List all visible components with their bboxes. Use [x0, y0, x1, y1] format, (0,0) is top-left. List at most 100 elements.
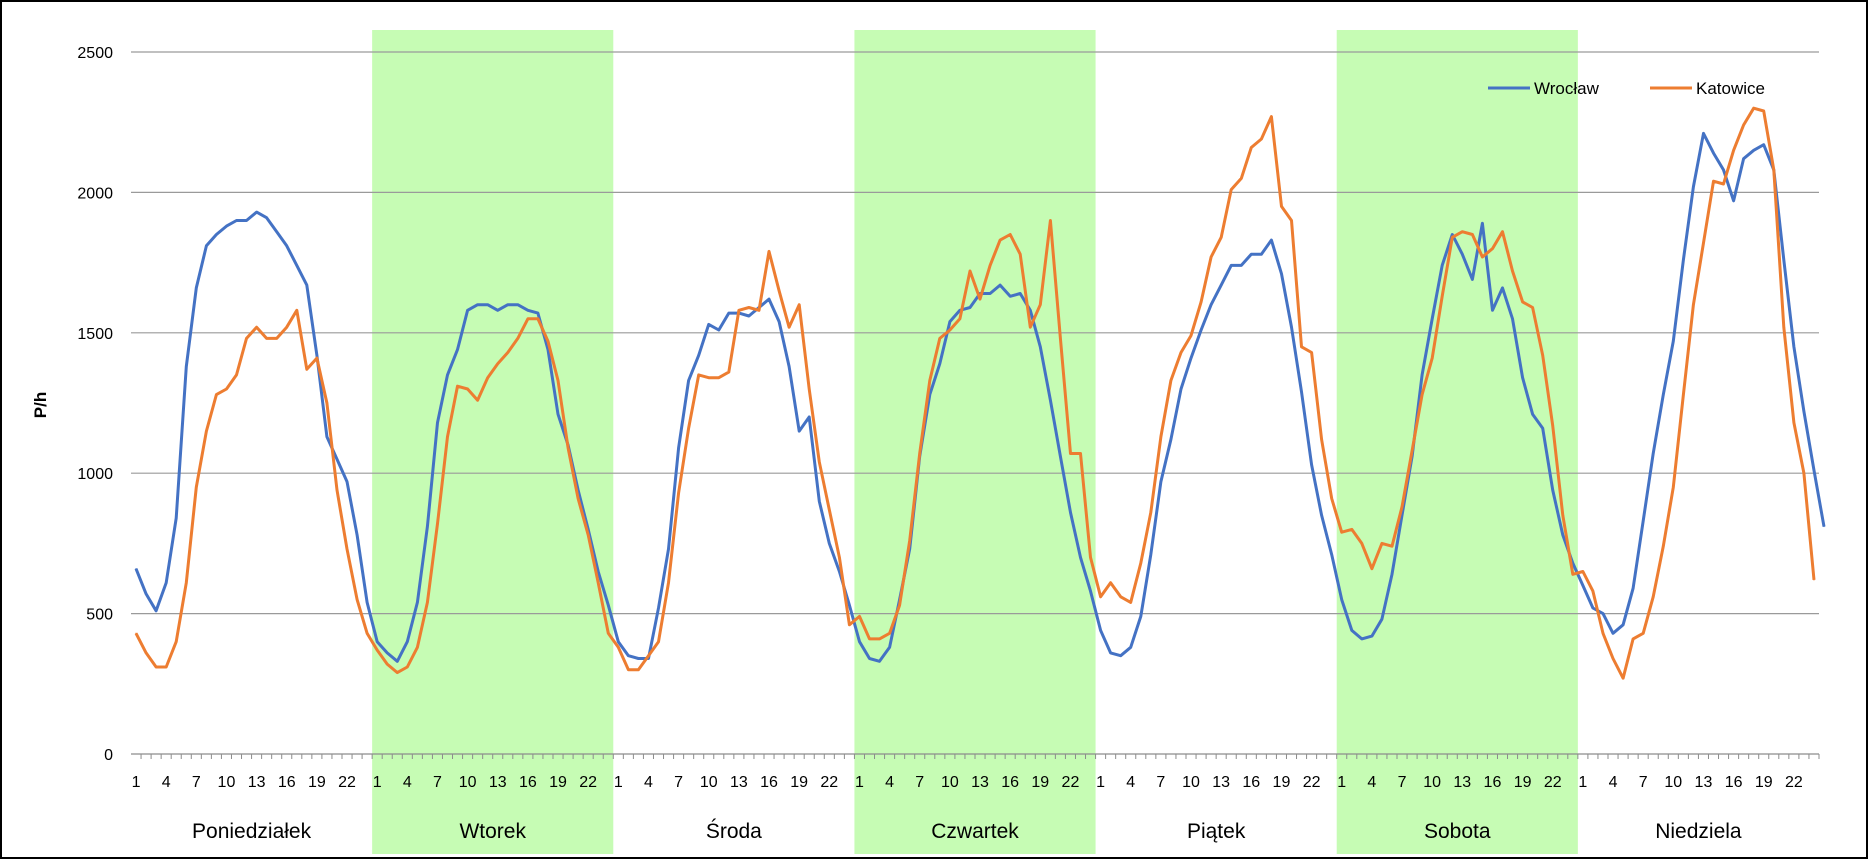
data-point: [1823, 525, 1825, 528]
data-point: [969, 270, 971, 272]
data-point: [366, 601, 368, 603]
data-point: [366, 632, 368, 634]
data-point: [818, 461, 820, 463]
day-label: Środa: [706, 819, 762, 843]
data-point: [1642, 632, 1644, 634]
data-point: [1481, 222, 1484, 224]
weekday-highlight-bands: [372, 30, 1578, 854]
data-point: [466, 309, 469, 311]
data-point: [698, 374, 700, 376]
data-point: [306, 284, 308, 286]
data-point: [1712, 152, 1715, 154]
data-point: [1471, 233, 1473, 236]
data-point: [557, 379, 559, 382]
data-point: [688, 427, 690, 429]
data-point: [597, 582, 599, 584]
data-point: [1099, 629, 1102, 632]
x-tick-label: 10: [700, 774, 718, 791]
x-tick-label: 16: [760, 774, 778, 791]
day-labels: Poniedziałek Wtorek Środa Czwartek Piątek Sob…: [192, 819, 1742, 843]
data-point: [587, 534, 589, 536]
data-point: [1089, 590, 1092, 592]
data-point: [356, 534, 358, 536]
x-tick-label: 10: [941, 774, 959, 791]
data-point: [657, 607, 660, 609]
data-point: [1642, 520, 1644, 522]
x-tick-label: 19: [1514, 774, 1532, 791]
x-tick-label: 1: [1096, 774, 1105, 791]
data-point: [1381, 618, 1383, 620]
data-point: [1280, 273, 1283, 275]
data-point: [255, 211, 258, 213]
data-point: [1712, 180, 1715, 182]
data-point: [396, 660, 398, 662]
data-point: [808, 388, 810, 390]
data-point: [1029, 326, 1031, 328]
data-point: [135, 568, 137, 570]
data-point: [266, 337, 268, 340]
x-tick-label: 19: [549, 774, 567, 791]
data-point: [1421, 393, 1423, 396]
data-point: [537, 318, 539, 320]
data-point: [999, 239, 1001, 241]
data-point: [1602, 613, 1604, 615]
data-point: [175, 641, 177, 643]
data-point: [1220, 236, 1222, 238]
data-point: [688, 379, 690, 382]
highlight-band-5: [1336, 30, 1578, 854]
data-point: [1310, 351, 1313, 354]
data-point: [456, 385, 459, 387]
series-points-0: [135, 132, 1825, 662]
data-point: [336, 489, 338, 491]
data-point: [386, 663, 388, 665]
data-point: [1160, 436, 1162, 438]
x-tick-label: 16: [1725, 774, 1743, 791]
data-point: [225, 388, 228, 390]
data-point: [557, 413, 559, 415]
data-point: [185, 365, 187, 368]
data-point: [1210, 304, 1212, 306]
data-point: [909, 539, 911, 542]
data-point: [1180, 388, 1182, 390]
data-point: [1501, 287, 1504, 289]
x-tick-label: 16: [1242, 774, 1260, 791]
data-point: [1009, 233, 1011, 236]
data-point: [899, 604, 901, 606]
data-point: [266, 217, 268, 219]
x-tick-label: 13: [730, 774, 748, 791]
x-tick-label: 16: [519, 774, 537, 791]
x-tick-label: 19: [308, 774, 326, 791]
data-point: [1009, 295, 1011, 297]
data-point: [708, 323, 710, 325]
data-point: [1110, 652, 1112, 654]
x-tick-label: 4: [885, 774, 894, 791]
data-point: [446, 374, 449, 376]
data-point: [1793, 422, 1795, 424]
data-point: [1521, 301, 1524, 303]
x-tick-label: 19: [790, 774, 808, 791]
data-point: [1682, 259, 1684, 261]
data-point: [1089, 556, 1092, 559]
x-tick-label: 4: [1367, 774, 1376, 791]
data-point: [1371, 568, 1373, 570]
day-label: Poniedziałek: [192, 820, 312, 843]
data-point: [346, 548, 348, 550]
data-point: [778, 290, 780, 292]
data-point: [1491, 309, 1494, 311]
data-point: [1079, 556, 1082, 559]
data-point: [969, 306, 971, 309]
data-point: [1461, 231, 1463, 233]
data-point: [607, 632, 609, 634]
data-point: [1753, 149, 1755, 151]
data-point: [1542, 427, 1544, 429]
data-point: [929, 379, 931, 382]
data-point: [798, 430, 800, 432]
y-tick-label: 2500: [77, 45, 113, 62]
data-point: [1341, 531, 1343, 533]
data-point: [1361, 542, 1363, 545]
data-point: [336, 458, 338, 460]
data-point: [718, 329, 720, 331]
data-point: [1130, 601, 1132, 603]
data-point: [1039, 346, 1041, 348]
data-point: [466, 388, 469, 390]
